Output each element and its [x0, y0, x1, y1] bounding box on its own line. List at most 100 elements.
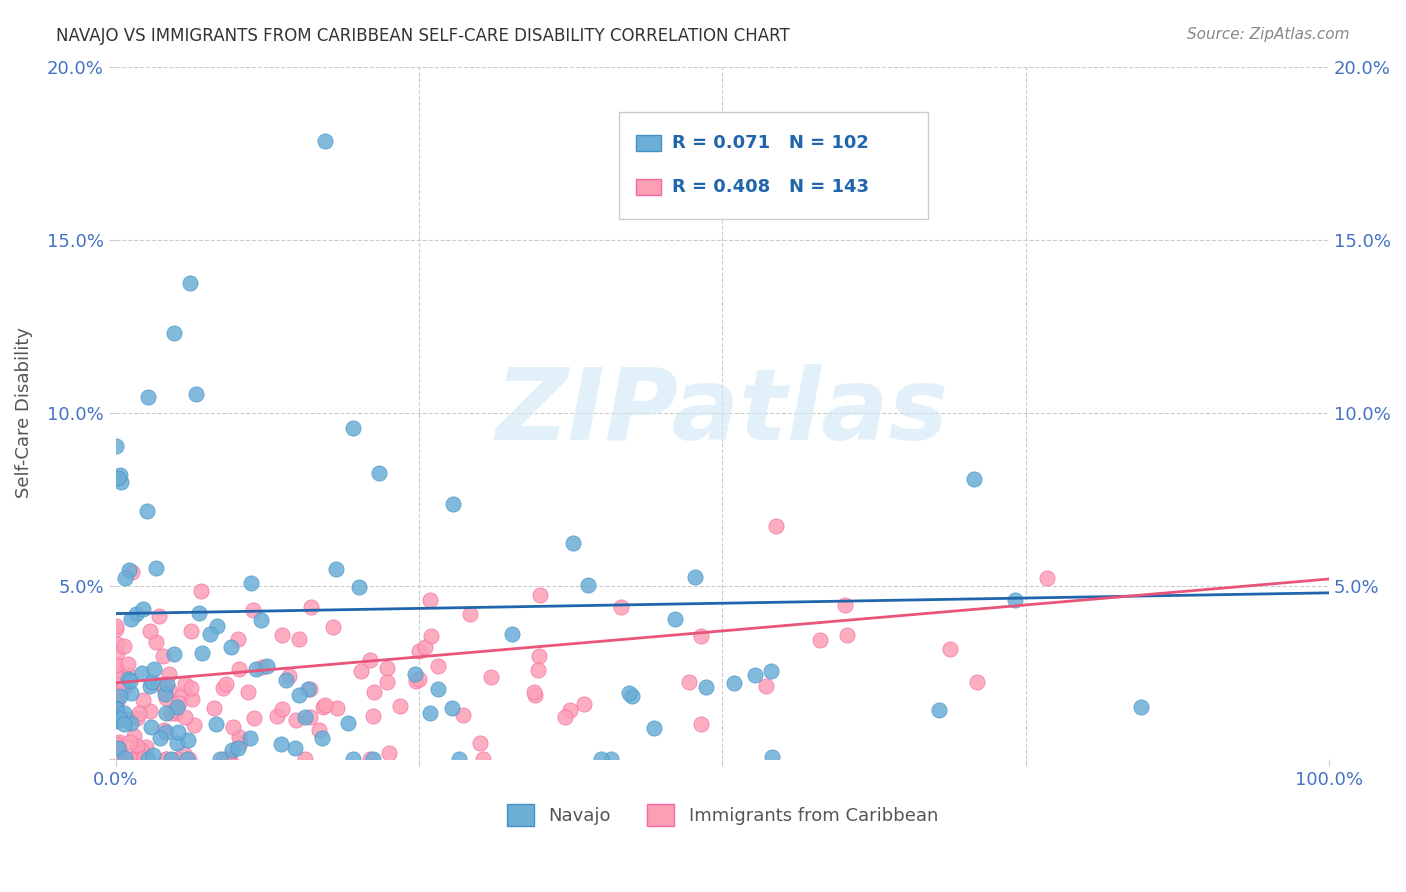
Point — [173, 747, 195, 761]
Point — [377, 675, 399, 690]
Point — [179, 277, 201, 291]
Point — [481, 670, 503, 684]
Point — [110, 742, 132, 756]
Point — [190, 584, 212, 599]
Point — [610, 599, 633, 614]
Point — [120, 686, 142, 700]
Point — [222, 720, 245, 734]
Point — [163, 703, 186, 717]
Point — [112, 706, 135, 720]
Point — [205, 618, 228, 632]
Point — [108, 713, 131, 727]
Point — [105, 622, 128, 636]
Point — [229, 736, 252, 750]
Point — [277, 669, 299, 683]
Point — [325, 562, 347, 576]
Point — [205, 716, 228, 731]
Point — [165, 706, 187, 720]
Point — [219, 752, 242, 766]
Point — [245, 662, 267, 676]
Point — [221, 743, 243, 757]
Point — [134, 750, 156, 764]
Point — [132, 692, 155, 706]
Point — [107, 471, 129, 485]
Point — [408, 673, 430, 687]
Point — [122, 729, 145, 743]
Point — [108, 467, 131, 482]
Point — [156, 677, 179, 691]
Point — [148, 609, 170, 624]
Point — [155, 752, 177, 766]
Point — [212, 681, 235, 696]
Point — [690, 716, 713, 731]
Point — [294, 710, 316, 724]
Point — [361, 752, 384, 766]
Point — [138, 704, 160, 718]
Point — [243, 711, 266, 725]
Point — [966, 675, 988, 690]
Point — [1004, 593, 1026, 607]
Point — [105, 698, 128, 712]
Point — [125, 739, 148, 754]
Point — [104, 702, 127, 716]
Point — [284, 741, 307, 756]
Point — [145, 561, 167, 575]
Point — [299, 681, 322, 696]
Point — [389, 699, 412, 714]
Point — [132, 602, 155, 616]
Point — [104, 690, 127, 704]
Point — [212, 752, 235, 766]
Point — [121, 752, 143, 766]
Point — [186, 387, 208, 401]
Point — [664, 612, 686, 626]
Point — [112, 680, 135, 694]
Point — [326, 701, 349, 715]
Point — [104, 712, 127, 726]
Point — [153, 687, 176, 701]
Point — [589, 752, 612, 766]
Point — [209, 752, 232, 766]
Point — [558, 703, 581, 717]
Point — [695, 680, 717, 694]
Point — [107, 741, 129, 756]
Point — [367, 466, 389, 480]
Point — [110, 475, 132, 490]
Point — [105, 637, 128, 651]
Point — [228, 730, 250, 744]
Point — [643, 721, 665, 735]
Point — [166, 752, 188, 766]
Point — [215, 677, 238, 691]
Point — [117, 673, 139, 687]
Point — [153, 681, 176, 695]
Point — [136, 503, 159, 517]
Point — [299, 710, 322, 724]
Point — [347, 580, 370, 594]
Point — [322, 620, 344, 634]
Point — [271, 628, 294, 642]
Point — [114, 716, 136, 731]
Point — [121, 565, 143, 579]
Text: NAVAJO VS IMMIGRANTS FROM CARIBBEAN SELF-CARE DISABILITY CORRELATION CHART: NAVAJO VS IMMIGRANTS FROM CARIBBEAN SELF… — [56, 27, 790, 45]
Point — [834, 599, 856, 613]
Point — [451, 708, 474, 723]
Point — [145, 635, 167, 649]
Point — [118, 563, 141, 577]
Point — [427, 681, 450, 696]
Point — [835, 628, 858, 642]
Point — [155, 725, 177, 739]
Point — [523, 689, 546, 703]
Point — [105, 677, 128, 691]
Text: Source: ZipAtlas.com: Source: ZipAtlas.com — [1187, 27, 1350, 42]
Point — [183, 718, 205, 732]
Point — [177, 732, 200, 747]
Point — [135, 739, 157, 754]
Point — [271, 702, 294, 716]
Point — [191, 646, 214, 660]
Point — [404, 666, 426, 681]
Point — [761, 750, 783, 764]
Point — [128, 706, 150, 721]
Point — [808, 632, 831, 647]
Point — [108, 672, 131, 686]
Point — [131, 666, 153, 681]
Point — [166, 736, 188, 750]
